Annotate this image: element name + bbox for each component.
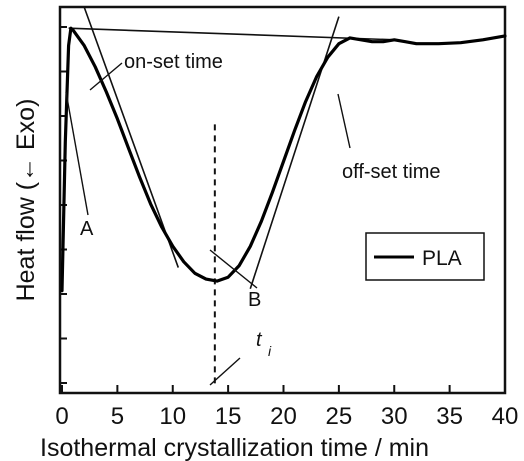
ti-subscript: i	[268, 343, 272, 359]
x-tick-label: 10	[159, 403, 186, 430]
point-b-label: B	[248, 289, 261, 311]
x-tick-label: 0	[55, 403, 68, 430]
onset-leader	[89, 62, 123, 91]
legend-label-pla: PLA	[422, 247, 462, 270]
x-tick-label: 30	[381, 403, 408, 430]
x-tick-label: 40	[492, 403, 519, 430]
x-tick-label: 20	[270, 403, 297, 430]
offset-label: off-set time	[342, 161, 441, 183]
ti-leader	[209, 357, 241, 386]
b-leader	[209, 249, 258, 289]
ti-label: t	[256, 329, 263, 351]
point-a-label: A	[80, 218, 94, 240]
series-line-pla	[60, 26, 507, 293]
plot-area: 0 5 10 15 20 25 30 35 40 on-set time off-set tim…	[55, 5, 518, 430]
x-tick-label: 25	[326, 403, 353, 430]
x-tick-label: 35	[436, 403, 463, 430]
x-axis-title: Isothermal crystallization time / min	[40, 434, 429, 461]
x-tick-label: 5	[111, 403, 124, 430]
a-leader	[65, 91, 89, 216]
construction-lines	[68, 6, 395, 384]
x-ticks: 0 5 10 15 20 25 30 35 40	[55, 385, 518, 430]
onset-label: on-set time	[124, 51, 223, 73]
onset-tangent-line	[83, 6, 180, 268]
x-tick-label: 15	[215, 403, 242, 430]
offset-leader	[337, 93, 351, 149]
y-axis-title: Heat flow (← Exo)	[12, 99, 40, 302]
legend: PLA	[365, 232, 485, 281]
baseline-line	[68, 27, 395, 41]
annotation-leaders	[65, 62, 351, 386]
offset-tangent-line	[249, 16, 340, 290]
